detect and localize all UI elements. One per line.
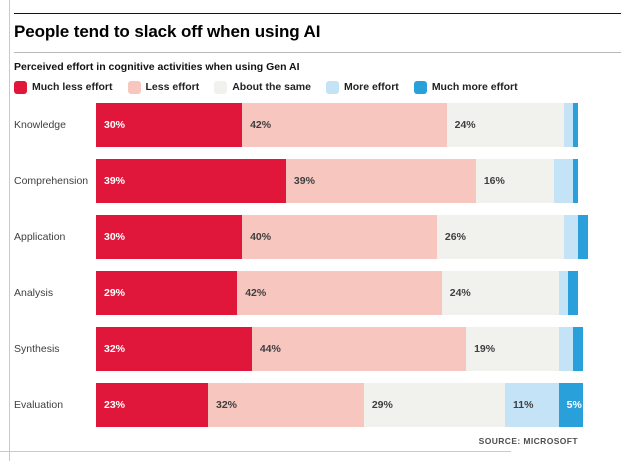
segment-value-label: 5% xyxy=(566,399,582,411)
title-divider xyxy=(14,52,621,53)
chart-subtitle: Perceived effort in cognitive activities… xyxy=(14,61,300,73)
segment-value-label: 42% xyxy=(250,119,272,131)
category-label: Synthesis xyxy=(14,343,60,355)
segment-value-label: 32% xyxy=(216,399,238,411)
bar-segment-more-effort: 11% xyxy=(505,383,559,427)
segment-value-label: 29% xyxy=(104,287,126,299)
bar-track: 30% 40% 26% xyxy=(96,215,588,259)
segment-value-label: 44% xyxy=(259,343,281,355)
legend-item: Much less effort xyxy=(14,80,113,94)
category-label: Application xyxy=(14,231,66,243)
category-label: Comprehension xyxy=(14,175,89,187)
legend-label: Much less effort xyxy=(32,81,113,93)
bar-segment-much-less-effort: 32% xyxy=(96,327,252,371)
bar-segment-more-effort xyxy=(558,327,574,371)
segment-value-label: 39% xyxy=(104,175,126,187)
segment-value-label: 42% xyxy=(245,287,267,299)
bar-segment-more-effort xyxy=(553,159,574,203)
segment-value-label: 23% xyxy=(104,399,126,411)
segment-value-label: 32% xyxy=(104,343,126,355)
bar-row: Comprehension 39% 39% 16% xyxy=(14,159,621,203)
bar-segment-less-effort: 40% xyxy=(242,215,437,259)
top-rule xyxy=(14,13,621,14)
bar-segment-more-effort xyxy=(558,271,569,315)
bar-track: 30% 42% 24% xyxy=(96,103,583,147)
bar-track: 39% 39% 16% xyxy=(96,159,583,203)
bar-segment-less-effort: 44% xyxy=(251,327,467,371)
bar-segment-less-effort: 32% xyxy=(208,383,364,427)
category-label: Evaluation xyxy=(14,399,64,411)
bar-row: Synthesis 32% 44% 19% xyxy=(14,327,621,371)
bar-segment-much-more-effort xyxy=(578,215,588,259)
segment-value-label: 26% xyxy=(444,231,466,243)
legend-swatch-about-the-same xyxy=(214,80,228,94)
legend-item: More effort xyxy=(325,80,399,94)
legend-swatch-much-less-effort xyxy=(14,80,27,94)
segment-value-label: 11% xyxy=(513,399,534,411)
bar-segment-less-effort: 39% xyxy=(285,159,476,203)
bar-segment-about-the-same: 16% xyxy=(475,159,554,203)
bar-row: Analysis 29% 42% 24% xyxy=(14,271,621,315)
legend-label: Much more effort xyxy=(431,81,518,93)
bar-segment-much-more-effort xyxy=(573,159,579,203)
bar-segment-more-effort xyxy=(563,215,579,259)
bar-segment-much-less-effort: 39% xyxy=(96,159,286,203)
legend-item: About the same xyxy=(214,80,311,94)
bar-segment-much-more-effort xyxy=(573,327,583,371)
source-credit: SOURCE: MICROSOFT xyxy=(478,436,578,446)
chart-legend: Much less effort Less effort About the s… xyxy=(14,80,621,94)
page-left-border xyxy=(9,0,10,461)
bar-segment-much-more-effort: 5% xyxy=(558,383,583,427)
segment-value-label: 40% xyxy=(250,231,272,243)
legend-label: Less effort xyxy=(145,81,200,93)
bar-row: Knowledge 30% 42% 24% xyxy=(14,103,621,147)
segment-value-label: 24% xyxy=(449,287,471,299)
segment-value-label: 16% xyxy=(483,175,505,187)
bar-segment-about-the-same: 19% xyxy=(466,327,559,371)
bar-segment-about-the-same: 24% xyxy=(441,271,559,315)
legend-swatch-much-more-effort xyxy=(413,80,427,94)
bar-segment-about-the-same: 29% xyxy=(363,383,506,427)
bar-segment-much-more-effort xyxy=(573,103,579,147)
page-bottom-border xyxy=(0,451,511,452)
category-label: Analysis xyxy=(14,287,54,299)
category-label: Knowledge xyxy=(14,119,66,131)
segment-value-label: 29% xyxy=(371,399,393,411)
segment-value-label: 30% xyxy=(104,231,126,243)
legend-label: About the same xyxy=(232,81,311,93)
segment-value-label: 24% xyxy=(454,119,476,131)
bar-segment-much-less-effort: 30% xyxy=(96,103,243,147)
bar-segment-much-less-effort: 30% xyxy=(96,215,243,259)
bar-segment-much-less-effort: 23% xyxy=(96,383,208,427)
bar-segment-about-the-same: 24% xyxy=(446,103,564,147)
bar-segment-less-effort: 42% xyxy=(242,103,447,147)
bar-segment-about-the-same: 26% xyxy=(436,215,564,259)
bar-track: 29% 42% 24% xyxy=(96,271,583,315)
legend-swatch-more-effort xyxy=(325,80,339,94)
legend-item: Much more effort xyxy=(413,80,518,94)
legend-swatch-less-effort xyxy=(127,80,141,94)
bar-segment-less-effort: 42% xyxy=(237,271,442,315)
legend-item: Less effort xyxy=(127,80,200,94)
bar-row: Evaluation 23% 32% 29% 11% 5% xyxy=(14,383,621,427)
chart-content: People tend to slack off when using AI P… xyxy=(14,13,621,439)
bar-chart: Knowledge 30% 42% 24% Comprehension 39% 39% 16%… xyxy=(14,103,621,427)
page-title: People tend to slack off when using AI xyxy=(14,22,321,41)
bar-row: Application 30% 40% 26% xyxy=(14,215,621,259)
legend-label: More effort xyxy=(343,81,399,93)
bar-segment-more-effort xyxy=(563,103,574,147)
segment-value-label: 19% xyxy=(474,343,496,355)
segment-value-label: 39% xyxy=(293,175,315,187)
bar-segment-much-more-effort xyxy=(568,271,579,315)
segment-value-label: 30% xyxy=(104,119,126,131)
bar-track: 23% 32% 29% 11% 5% xyxy=(96,383,583,427)
bar-segment-much-less-effort: 29% xyxy=(96,271,238,315)
bar-track: 32% 44% 19% xyxy=(96,327,583,371)
